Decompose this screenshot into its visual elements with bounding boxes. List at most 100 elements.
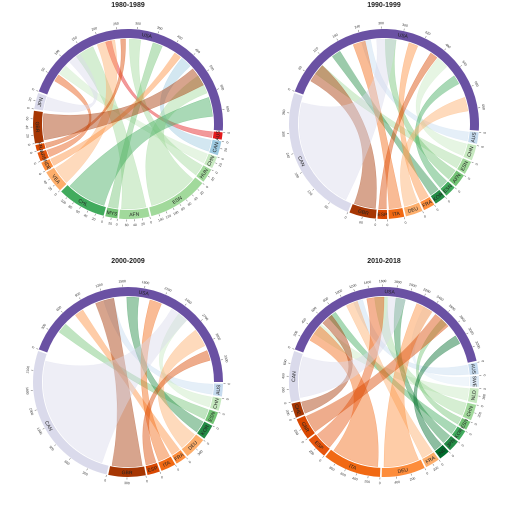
tick-label: 2400 bbox=[436, 295, 445, 303]
tick-mark bbox=[422, 211, 424, 214]
tick-label: 0 bbox=[146, 479, 149, 483]
tick-mark bbox=[79, 297, 81, 300]
tick-label: 20 bbox=[47, 186, 53, 192]
tick-label: 0 bbox=[451, 454, 455, 458]
tick-mark bbox=[203, 440, 206, 442]
arc-kor bbox=[430, 189, 446, 204]
arc-can bbox=[32, 351, 109, 475]
tick-mark bbox=[60, 310, 63, 313]
ribbon-afn bbox=[76, 46, 147, 210]
tick-mark bbox=[316, 311, 318, 314]
tick-label: 0 bbox=[287, 88, 291, 91]
tick-label: 0 bbox=[216, 427, 220, 431]
ribbon-gbr bbox=[42, 68, 204, 141]
tick-label: 1200 bbox=[95, 282, 103, 288]
segment-label: USA bbox=[397, 32, 409, 40]
tick-label: 0 bbox=[468, 432, 472, 436]
tick-label: 0 bbox=[404, 221, 407, 225]
arc-kor bbox=[197, 421, 213, 439]
tick-label: 600 bbox=[283, 359, 288, 365]
tick-label: 240 bbox=[285, 152, 291, 159]
ribbon-nld bbox=[313, 324, 469, 401]
tick-mark bbox=[38, 161, 41, 163]
segment-label: ESN bbox=[460, 160, 470, 172]
tick-mark bbox=[102, 216, 104, 219]
tick-label: 300 bbox=[41, 323, 48, 330]
arc-ind bbox=[434, 444, 449, 459]
arc-esn bbox=[440, 181, 455, 196]
tick-label: 1800 bbox=[141, 280, 149, 285]
tick-mark bbox=[464, 175, 467, 177]
arc-deu bbox=[181, 434, 204, 457]
tick-label: 0 bbox=[33, 162, 37, 165]
tick-label: 480 bbox=[444, 43, 451, 50]
tick-label: 0 bbox=[27, 143, 31, 146]
tick-label: 20 bbox=[28, 97, 33, 102]
tick-mark bbox=[470, 421, 473, 424]
tick-label: 300 bbox=[281, 131, 286, 137]
segment-label: ARB bbox=[38, 150, 47, 162]
tick-label: 0 bbox=[226, 398, 230, 401]
tick-label: 540 bbox=[461, 60, 468, 67]
tick-label: 20 bbox=[91, 217, 96, 222]
arc-ita bbox=[325, 449, 381, 477]
tick-mark bbox=[186, 199, 188, 202]
segment-label: VEA bbox=[50, 174, 61, 186]
tick-mark bbox=[312, 188, 315, 191]
tick-label: 1600 bbox=[379, 279, 387, 283]
segment-label: DEU bbox=[407, 206, 419, 215]
tick-mark bbox=[471, 161, 474, 164]
ribbon-fra bbox=[346, 301, 433, 459]
arc-fra bbox=[422, 452, 439, 468]
arc-gbr bbox=[349, 204, 377, 219]
ribbon-ita bbox=[140, 299, 170, 462]
tick-label: 660 bbox=[481, 104, 486, 110]
panel-title: 2000-2009 bbox=[111, 258, 145, 265]
tick-label: 0 bbox=[318, 458, 322, 462]
ribbon-esn bbox=[58, 323, 209, 420]
tick-mark bbox=[52, 184, 55, 187]
ribbon-can bbox=[298, 38, 397, 201]
tick-label: 60 bbox=[187, 201, 193, 207]
arc-deu bbox=[381, 459, 425, 477]
tick-mark bbox=[86, 210, 89, 213]
tick-label: 200 bbox=[364, 479, 370, 484]
arc-vea bbox=[46, 167, 67, 191]
tick-mark bbox=[95, 32, 97, 35]
segment-label: HUN bbox=[199, 167, 210, 180]
arc-gbr bbox=[108, 466, 146, 478]
tick-mark bbox=[36, 348, 39, 350]
tick-mark bbox=[291, 153, 294, 155]
tick-mark bbox=[438, 459, 441, 462]
tick-mark bbox=[79, 206, 81, 209]
tick-label: 300 bbox=[124, 481, 130, 485]
tick-mark bbox=[34, 151, 37, 153]
segment-label: JPN bbox=[37, 97, 45, 108]
tick-label: 20 bbox=[141, 222, 145, 227]
tick-label: 0 bbox=[225, 141, 229, 144]
arc-esp bbox=[145, 463, 160, 475]
tick-mark bbox=[299, 429, 302, 431]
tick-mark bbox=[158, 214, 160, 217]
ribbon-esn bbox=[145, 75, 208, 206]
tick-label: 600 bbox=[474, 81, 480, 88]
tick-label: 0 bbox=[480, 360, 484, 363]
arc-jpn bbox=[34, 93, 47, 111]
tick-label: 0 bbox=[101, 220, 104, 224]
segment-label: SWE bbox=[471, 376, 477, 388]
tick-label: 0 bbox=[379, 481, 381, 485]
tick-mark bbox=[193, 53, 196, 55]
ribbon-deu bbox=[400, 97, 469, 207]
tick-label: 0 bbox=[374, 223, 376, 227]
tick-mark bbox=[192, 194, 194, 197]
segment-label: CHE bbox=[293, 404, 302, 417]
segment-label: KOR bbox=[200, 424, 211, 437]
tick-label: 200 bbox=[281, 387, 285, 393]
tick-label: 1500 bbox=[28, 407, 34, 415]
tick-mark bbox=[322, 455, 324, 458]
tick-label: 180 bbox=[294, 172, 300, 179]
segment-label: CHN bbox=[466, 145, 475, 158]
tick-label: 0 bbox=[287, 346, 291, 349]
tick-mark bbox=[410, 288, 412, 291]
arc-esp bbox=[377, 209, 388, 220]
